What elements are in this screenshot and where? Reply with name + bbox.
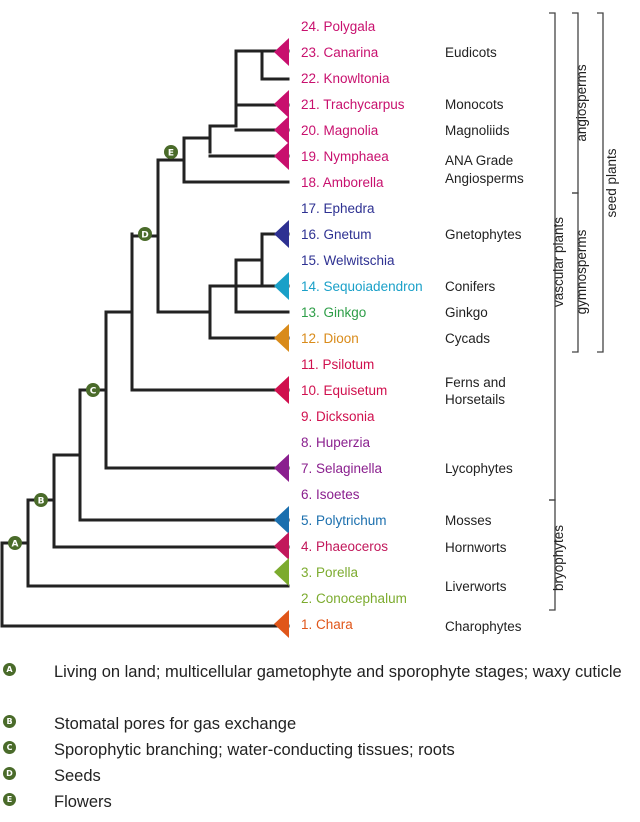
branch-nymphaea (182, 136, 290, 184)
group-hornworts: Hornworts (445, 540, 507, 555)
group-ana-line2: Angiosperms (445, 171, 524, 186)
bracket-bryophytes: bryophytes (551, 525, 566, 591)
bracket-vascular-plants: vascular plants (551, 217, 566, 307)
group-cycads: Cycads (445, 331, 490, 346)
taxon-label: 5. Polytrichum (301, 513, 387, 528)
taxon-label: 18. Amborella (301, 175, 384, 190)
node-b-letter: B (38, 497, 45, 507)
legend-text: Stomatal pores for gas exchange (54, 715, 297, 733)
legend-badge: A (3, 663, 16, 676)
taxon-label: 20. Magnolia (301, 123, 379, 138)
group-mosses: Mosses (445, 513, 492, 528)
node-a: A (8, 536, 22, 550)
node-d: D (138, 227, 152, 241)
group-conifers: Conifers (445, 279, 496, 294)
taxon-label: 11. Psilotum (301, 357, 374, 372)
taxon-label: 24. Polygala (301, 19, 376, 34)
taxon-label: 21. Trachycarpus (301, 97, 405, 112)
bracket-seed-line (597, 12, 604, 353)
tree-branches (0, 49, 290, 628)
taxon-label: 15. Welwitschia (301, 253, 395, 268)
bracket-angiosperms: angiosperms (574, 64, 589, 142)
bracket-gymno-line (572, 192, 579, 353)
legend-badge: D (3, 767, 16, 780)
node-c: C (86, 383, 100, 397)
branch-gnetophytes (234, 232, 290, 314)
taxon-label: 6. Isoetes (301, 487, 360, 502)
branch-liverworts (26, 498, 290, 588)
clade-triangle (274, 376, 289, 404)
group-ferns-line2: Horsetails (445, 392, 505, 407)
legend-badge: E (3, 793, 16, 806)
taxon-label: 16. Gnetum (301, 227, 372, 242)
taxon-label: 1. Chara (301, 617, 353, 632)
taxon-label: 4. Phaeoceros (301, 539, 388, 554)
legend-text: Sporophytic branching; water-conducting … (54, 741, 455, 759)
node-e-letter: E (168, 149, 174, 159)
group-lycophytes: Lycophytes (445, 461, 513, 476)
legend-badge: B (3, 715, 16, 728)
taxon-labels: 24. Polygala 23. Canarina 22. Knowltonia 21… (301, 19, 423, 632)
group-monocots: Monocots (445, 97, 504, 112)
taxon-label: 22. Knowltonia (301, 71, 390, 86)
bracket-bryo-line (549, 499, 556, 611)
group-liverworts: Liverworts (445, 579, 507, 594)
taxon-label: 23. Canarina (301, 45, 379, 60)
clade-triangle (274, 220, 289, 248)
bracket-gymnosperms: gymnosperms (574, 229, 589, 314)
group-labels: Eudicots Monocots Magnoliids ANA Grade A… (445, 45, 524, 634)
node-c-letter: C (90, 387, 97, 397)
group-ginkgo: Ginkgo (445, 305, 488, 320)
clade-triangle (274, 558, 289, 586)
legend-text: Flowers (54, 793, 112, 811)
brackets (549, 12, 604, 611)
group-ferns-line1: Ferns and (445, 375, 506, 390)
node-d-letter: D (141, 231, 148, 241)
taxon-label: 14. Sequoiadendron (301, 279, 423, 294)
node-e: E (164, 145, 178, 159)
group-ana-line1: ANA Grade (445, 153, 513, 168)
node-b: B (34, 493, 48, 507)
group-gnetophytes: Gnetophytes (445, 227, 522, 242)
taxon-label: 17. Ephedra (301, 201, 375, 216)
taxon-label: 8. Huperzia (301, 435, 371, 450)
group-charophytes: Charophytes (445, 619, 522, 634)
clade-triangle (274, 272, 289, 300)
taxon-label: 10. Equisetum (301, 383, 387, 398)
node-a-letter: A (12, 540, 19, 550)
clade-triangle (274, 610, 289, 638)
clade-triangle (274, 116, 289, 144)
clade-triangle (274, 142, 289, 170)
clade-triangle (274, 506, 289, 534)
branch-eudicots (234, 49, 290, 117)
legend-badge: C (3, 741, 16, 754)
group-eudicots: Eudicots (445, 45, 497, 60)
bracket-seed-plants: seed plants (604, 148, 619, 217)
clade-triangle (274, 38, 289, 66)
taxon-label: 7. Selaginella (301, 461, 383, 476)
branch-angio-core (208, 113, 290, 154)
taxon-label: 19. Nymphaea (301, 149, 389, 164)
clade-triangles (274, 38, 289, 638)
taxon-label: 3. Porella (301, 565, 359, 580)
phylogenetic-tree: A B C D E 24. Polygala 23. Canarina 22. Kn… (0, 12, 619, 638)
clade-triangle (274, 90, 289, 118)
group-magnoliids: Magnoliids (445, 123, 510, 138)
taxon-label: 12. Dioon (301, 331, 359, 346)
taxon-label: 9. Dicksonia (301, 409, 375, 424)
clade-triangle (274, 454, 289, 482)
clade-triangle (274, 324, 289, 352)
taxon-label: 13. Ginkgo (301, 305, 366, 320)
legend-text: Living on land; multicellular gametophyt… (54, 663, 622, 681)
clade-triangle (274, 532, 289, 560)
taxon-label: 2. Conocephalum (301, 591, 407, 606)
branch-mosses (78, 388, 290, 522)
legend-text: Seeds (54, 767, 101, 785)
